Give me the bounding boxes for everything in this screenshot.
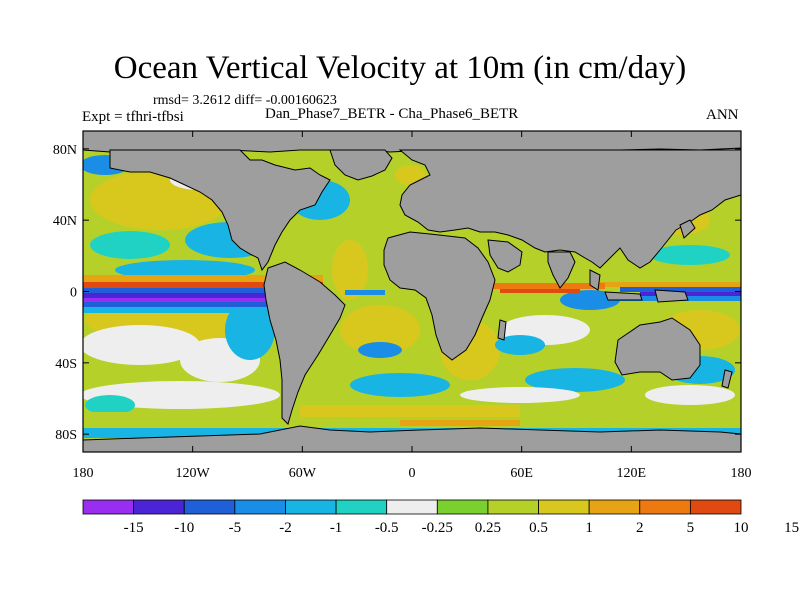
equator-band: [83, 302, 283, 307]
field-patch: [85, 395, 135, 415]
colorbar-label: 10: [734, 520, 749, 536]
new-zealand: [721, 369, 733, 389]
lat-tick-label: 80N: [53, 143, 77, 158]
africa: [383, 231, 496, 361]
equator-band: [83, 298, 273, 302]
colorbar-swatch: [335, 499, 388, 515]
india: [547, 251, 576, 289]
colorbar-label: 0.5: [529, 520, 548, 536]
colorbar-swatch: [386, 499, 438, 515]
indonesia-island: [604, 291, 643, 301]
field-patch: [83, 325, 200, 365]
colorbar-label: -10: [174, 520, 194, 536]
experiment-label: Expt = tfhri-tfbsi: [82, 109, 184, 125]
equator-band: [83, 275, 323, 282]
equator-band: [600, 282, 741, 287]
field-patch: [90, 231, 170, 259]
antarctica: [83, 425, 741, 452]
colorbar-label: 5: [687, 520, 695, 536]
field-patch: [650, 245, 730, 265]
southern-band: [300, 405, 520, 417]
latitude-axis: 80N 40N 0 40S 80S: [53, 143, 741, 443]
land-masses: [83, 131, 741, 452]
colorbar-swatch: [487, 499, 539, 515]
colorbar-swatch: [285, 499, 337, 515]
greenland: [329, 149, 393, 181]
season-label: ANN: [706, 107, 739, 123]
colorbar-swatch: [234, 499, 286, 515]
field-patch: [332, 240, 368, 300]
colorbar-swatch: [183, 499, 236, 515]
australia: [614, 317, 701, 381]
colorbar-label: 0.25: [475, 520, 501, 536]
north-america: [109, 149, 331, 272]
equator-band: [83, 282, 323, 288]
equator-band: [345, 290, 385, 295]
lon-tick-label: 60E: [510, 466, 533, 481]
colorbar-label: 15: [784, 520, 799, 536]
colorbar-swatch: [82, 499, 135, 515]
equator-band: [83, 293, 283, 298]
lat-tick-label: 40S: [55, 357, 77, 372]
equator-band: [485, 283, 605, 289]
field-patch: [460, 387, 580, 403]
field-patch: [340, 305, 420, 355]
colorbar-label: -15: [124, 520, 144, 536]
colorbar: -15 -10 -5 -2 -1 -0.5 -0.25 0.25 0.5 1 2 5 10 15: [82, 499, 799, 536]
equatorial-bands: [83, 275, 741, 313]
lat-tick-label: 0: [70, 286, 77, 301]
arabia: [487, 239, 523, 273]
field-patch: [525, 368, 625, 392]
lon-tick-label: 180: [73, 466, 94, 481]
lon-tick-label: 180: [731, 466, 752, 481]
madagascar: [497, 319, 507, 341]
map-title: Ocean Vertical Velocity at 10m (in cm/da…: [113, 50, 687, 86]
lon-tick-label: 60W: [289, 466, 317, 481]
equator-band: [620, 287, 741, 292]
equator-band: [500, 289, 580, 293]
field-patch: [395, 165, 425, 185]
equator-band: [83, 288, 303, 293]
equator-band: [640, 292, 741, 296]
lon-tick-label: 120E: [617, 466, 647, 481]
south-america: [263, 261, 346, 425]
new-guinea: [654, 289, 689, 303]
map-content: [83, 131, 741, 452]
colorbar-label: 1: [585, 520, 593, 536]
field-patch: [645, 385, 735, 405]
field-patch: [358, 342, 402, 358]
lon-tick-label: 0: [409, 466, 416, 481]
field-patch: [560, 290, 620, 310]
southern-band: [83, 412, 741, 424]
lat-tick-label: 40N: [53, 214, 77, 229]
colorbar-swatch: [689, 499, 742, 515]
southern-band: [400, 420, 520, 426]
colorbar-label: 2: [636, 520, 644, 536]
lat-tick-label: 80S: [55, 428, 77, 443]
difference-label: Dan_Phase7_BETR - Cha_Phase6_BETR: [265, 106, 519, 122]
colorbar-swatch: [588, 499, 641, 515]
colorbar-label: -2: [279, 520, 292, 536]
field-patch: [225, 300, 275, 360]
lon-tick-label: 120W: [176, 466, 211, 481]
stats-text: rmsd= 3.2612 diff= -0.00160623: [153, 93, 337, 108]
equator-band: [83, 307, 303, 313]
colorbar-swatch: [639, 499, 691, 515]
indonesia-island: [589, 269, 601, 291]
field-patch: [495, 335, 545, 355]
colorbar-label: -0.5: [375, 520, 399, 536]
colorbar-swatch: [133, 499, 185, 515]
colorbar-label: -1: [330, 520, 343, 536]
colorbar-label: -0.25: [422, 520, 453, 536]
field-patch: [350, 373, 450, 397]
japan: [679, 219, 696, 239]
longitude-axis: 180 120W 60W 0 60E 120E 180: [73, 131, 752, 481]
colorbar-swatch: [538, 499, 590, 515]
colorbar-swatch: [436, 499, 489, 515]
colorbar-label: -5: [229, 520, 242, 536]
